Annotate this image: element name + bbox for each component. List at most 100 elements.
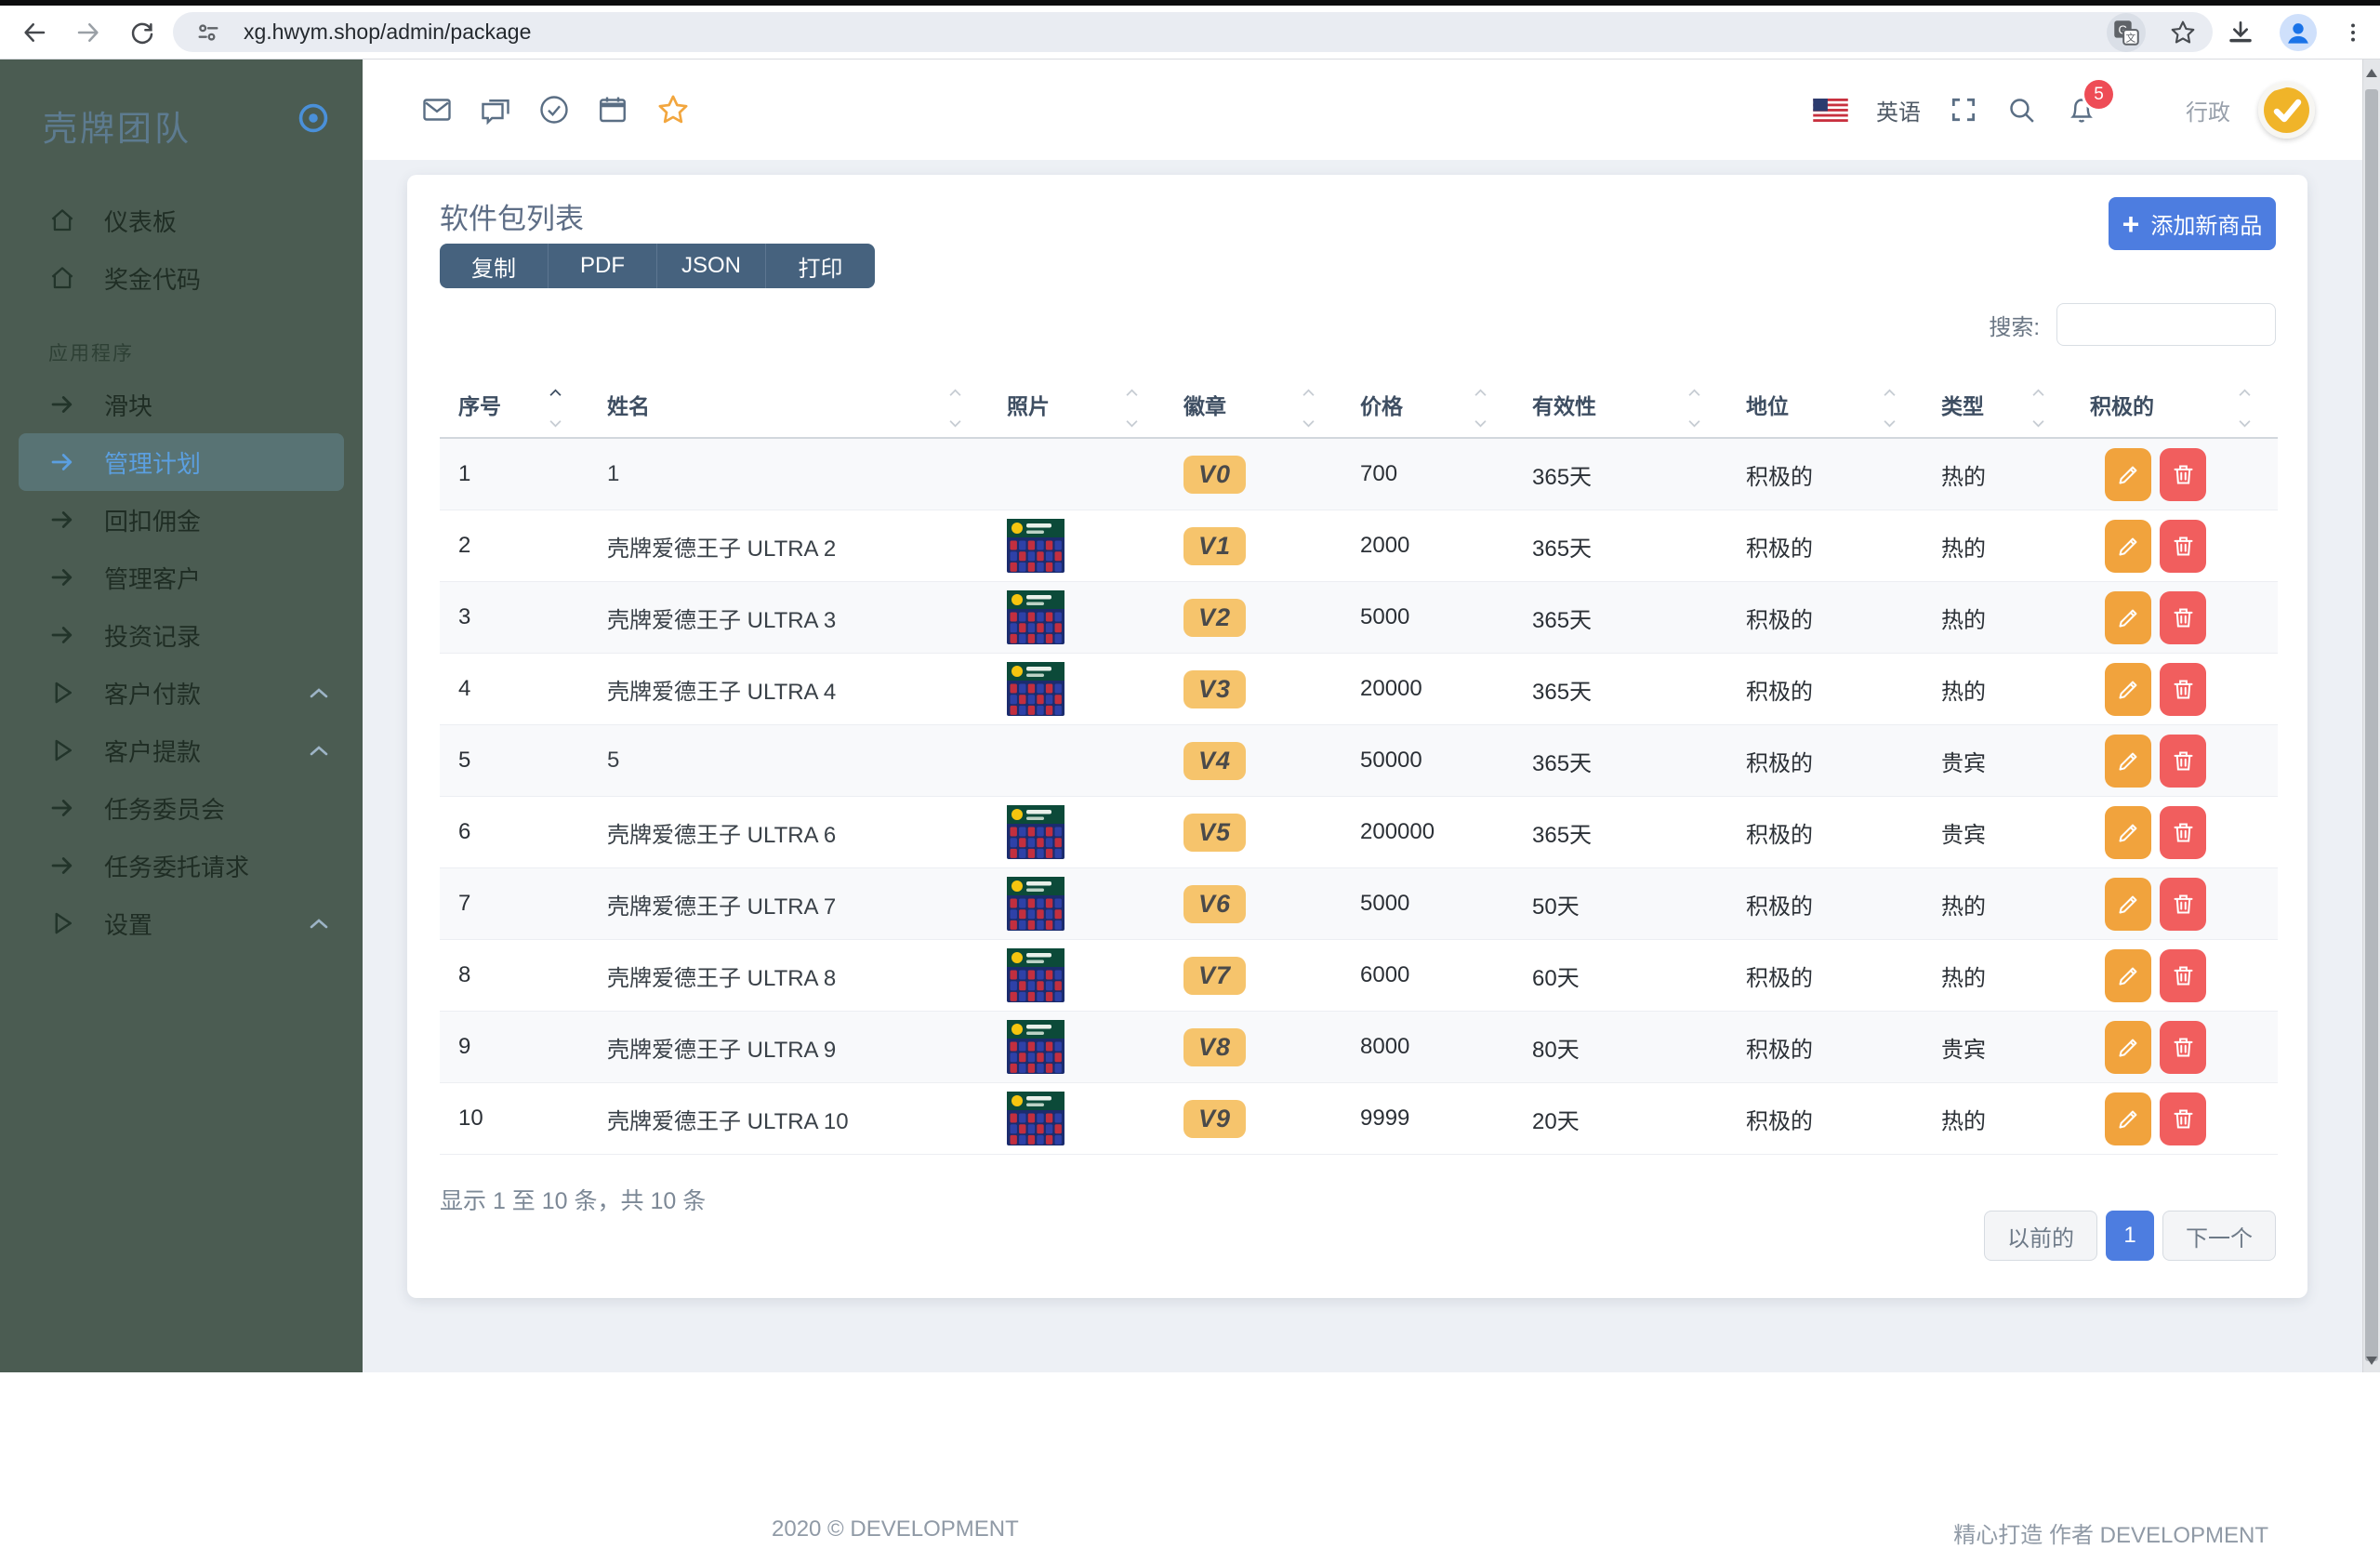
sort-icons[interactable]: [2238, 389, 2252, 428]
sidebar-item-manage-customers[interactable]: 管理客户: [0, 549, 363, 606]
favorite-star-icon[interactable]: [654, 91, 692, 128]
edit-button[interactable]: [2105, 1092, 2151, 1145]
delete-button[interactable]: [2160, 877, 2206, 931]
url-text[interactable]: xg.hwym.shop/admin/package: [244, 20, 532, 44]
sidebar-item-task-delegation-requests[interactable]: 任务委托请求: [0, 837, 363, 894]
sort-icons[interactable]: [1474, 389, 1488, 428]
edit-button[interactable]: [2105, 1020, 2151, 1074]
sidebar-item-rebate-commission[interactable]: 回扣佣金: [0, 491, 363, 549]
sidebar-item-slider[interactable]: 滑块: [0, 376, 363, 433]
play-icon: [48, 736, 82, 764]
sidebar-item-task-committee[interactable]: 任务委员会: [0, 779, 363, 837]
browser-forward-icon[interactable]: [74, 19, 102, 46]
edit-button[interactable]: [2105, 447, 2151, 501]
delete-button[interactable]: [2160, 805, 2206, 859]
sidebar-item-label: 客户付款: [104, 680, 202, 708]
delete-button[interactable]: [2160, 447, 2206, 501]
sidebar-item-bonus-code[interactable]: 奖金代码: [0, 249, 363, 307]
sort-icons[interactable]: [1302, 389, 1316, 428]
browser-profile-avatar[interactable]: [2280, 13, 2317, 51]
sidebar-item-dashboard[interactable]: 仪表板: [0, 192, 363, 249]
edit-button[interactable]: [2105, 662, 2151, 716]
sort-icons[interactable]: [1687, 389, 1701, 428]
mail-icon[interactable]: [420, 93, 454, 126]
edit-button[interactable]: [2105, 805, 2151, 859]
edit-button[interactable]: [2105, 734, 2151, 788]
cell-actions: [2071, 519, 2278, 573]
column-header-active[interactable]: 积极的: [2071, 379, 2278, 437]
sidebar-item-settings[interactable]: 设置: [0, 894, 363, 952]
chat-icon[interactable]: [479, 93, 512, 126]
sidebar: 壳牌团队 仪表板 奖金代码 应用程序 滑块 管理计划 回扣佣金 管理客户 投资记录 客户付款 客户…: [0, 60, 363, 1372]
delete-button[interactable]: [2160, 948, 2206, 1002]
language-label[interactable]: 英语: [1876, 99, 1921, 126]
search-icon[interactable]: [2006, 95, 2037, 126]
sort-icons[interactable]: [948, 389, 962, 428]
delete-button[interactable]: [2160, 1092, 2206, 1145]
packages-table: 序号 姓名 照片 徽章 价格 有效性 地位 类型 积极的 1 1 V0 700 365天 积极的 热的 2 壳牌…: [440, 379, 2278, 1155]
add-new-product-button[interactable]: + 添加新商品: [2109, 197, 2276, 250]
download-icon[interactable]: [2226, 18, 2255, 47]
pdf-export-button[interactable]: PDF: [549, 244, 657, 288]
site-settings-icon[interactable]: [195, 20, 221, 46]
copy-export-button[interactable]: 复制: [440, 244, 549, 288]
json-export-button[interactable]: JSON: [657, 244, 766, 288]
table-row: 3 壳牌爱德王子 ULTRA 3 V2 5000 365天 积极的 热的: [440, 582, 2278, 654]
delete-button[interactable]: [2160, 734, 2206, 788]
scrollbar-up-arrow[interactable]: [2366, 69, 2377, 77]
bookmark-star-icon[interactable]: [2168, 18, 2198, 47]
check-circle-icon[interactable]: [537, 93, 571, 126]
chevron-up-icon: [309, 918, 329, 929]
delete-button[interactable]: [2160, 662, 2206, 716]
sort-icons[interactable]: [1125, 389, 1139, 428]
sort-icons[interactable]: [2031, 389, 2045, 428]
sidebar-item-customer-payments[interactable]: 客户付款: [0, 664, 363, 722]
target-icon[interactable]: [296, 100, 331, 136]
column-header-serial[interactable]: 序号: [440, 379, 588, 437]
column-header-type[interactable]: 类型: [1923, 379, 2071, 437]
scrollbar-thumb[interactable]: [2365, 89, 2378, 1361]
edit-button[interactable]: [2105, 948, 2151, 1002]
edit-button[interactable]: [2105, 877, 2151, 931]
svg-text:G: G: [2118, 22, 2127, 36]
search-input[interactable]: [2056, 303, 2276, 346]
package-list-card: 软件包列表 复制 PDF JSON 打印 + 添加新商品 搜索: 序号 姓名 照片 徽章 价格…: [407, 175, 2307, 1298]
fullscreen-icon[interactable]: [1949, 95, 1978, 125]
browser-back-icon[interactable]: [20, 19, 48, 46]
edit-button[interactable]: [2105, 519, 2151, 573]
delete-button[interactable]: [2160, 1020, 2206, 1074]
column-header-name[interactable]: 姓名: [588, 379, 988, 437]
column-header-badge[interactable]: 徽章: [1165, 379, 1342, 437]
column-header-photo[interactable]: 照片: [988, 379, 1165, 437]
sidebar-item-investment-records[interactable]: 投资记录: [0, 606, 363, 664]
column-header-status[interactable]: 地位: [1727, 379, 1923, 437]
cell-type: 热的: [1941, 894, 1986, 920]
delete-button[interactable]: [2160, 590, 2206, 644]
next-page-button[interactable]: 下一个: [2162, 1211, 2276, 1261]
notifications-bell-icon[interactable]: 5: [2065, 80, 2113, 126]
sidebar-item-customer-withdrawals[interactable]: 客户提款: [0, 722, 363, 779]
browser-menu-icon[interactable]: [2341, 20, 2365, 45]
page-scrollbar[interactable]: [2362, 60, 2380, 1372]
column-header-price[interactable]: 价格: [1342, 379, 1514, 437]
us-flag-icon[interactable]: [1813, 98, 1848, 122]
previous-page-button[interactable]: 以前的: [1984, 1211, 2097, 1261]
cell-name: 壳牌爱德王子 ULTRA 8: [607, 965, 837, 991]
calendar-icon[interactable]: [596, 93, 629, 126]
column-header-validity[interactable]: 有效性: [1514, 379, 1727, 437]
cell-photo: [988, 1092, 1165, 1145]
cell-actions: [2071, 1020, 2278, 1074]
scrollbar-down-arrow[interactable]: [2366, 1357, 2377, 1365]
sort-icons[interactable]: [549, 389, 562, 428]
user-avatar[interactable]: [2258, 81, 2315, 139]
sort-icons[interactable]: [1883, 389, 1897, 428]
edit-button[interactable]: [2105, 590, 2151, 644]
cell-actions: [2071, 805, 2278, 859]
browser-reload-icon[interactable]: [128, 19, 156, 46]
current-page-button[interactable]: 1: [2106, 1211, 2154, 1261]
sidebar-item-manage-plans[interactable]: 管理计划: [19, 433, 344, 491]
delete-button[interactable]: [2160, 519, 2206, 573]
print-export-button[interactable]: 打印: [766, 244, 875, 288]
